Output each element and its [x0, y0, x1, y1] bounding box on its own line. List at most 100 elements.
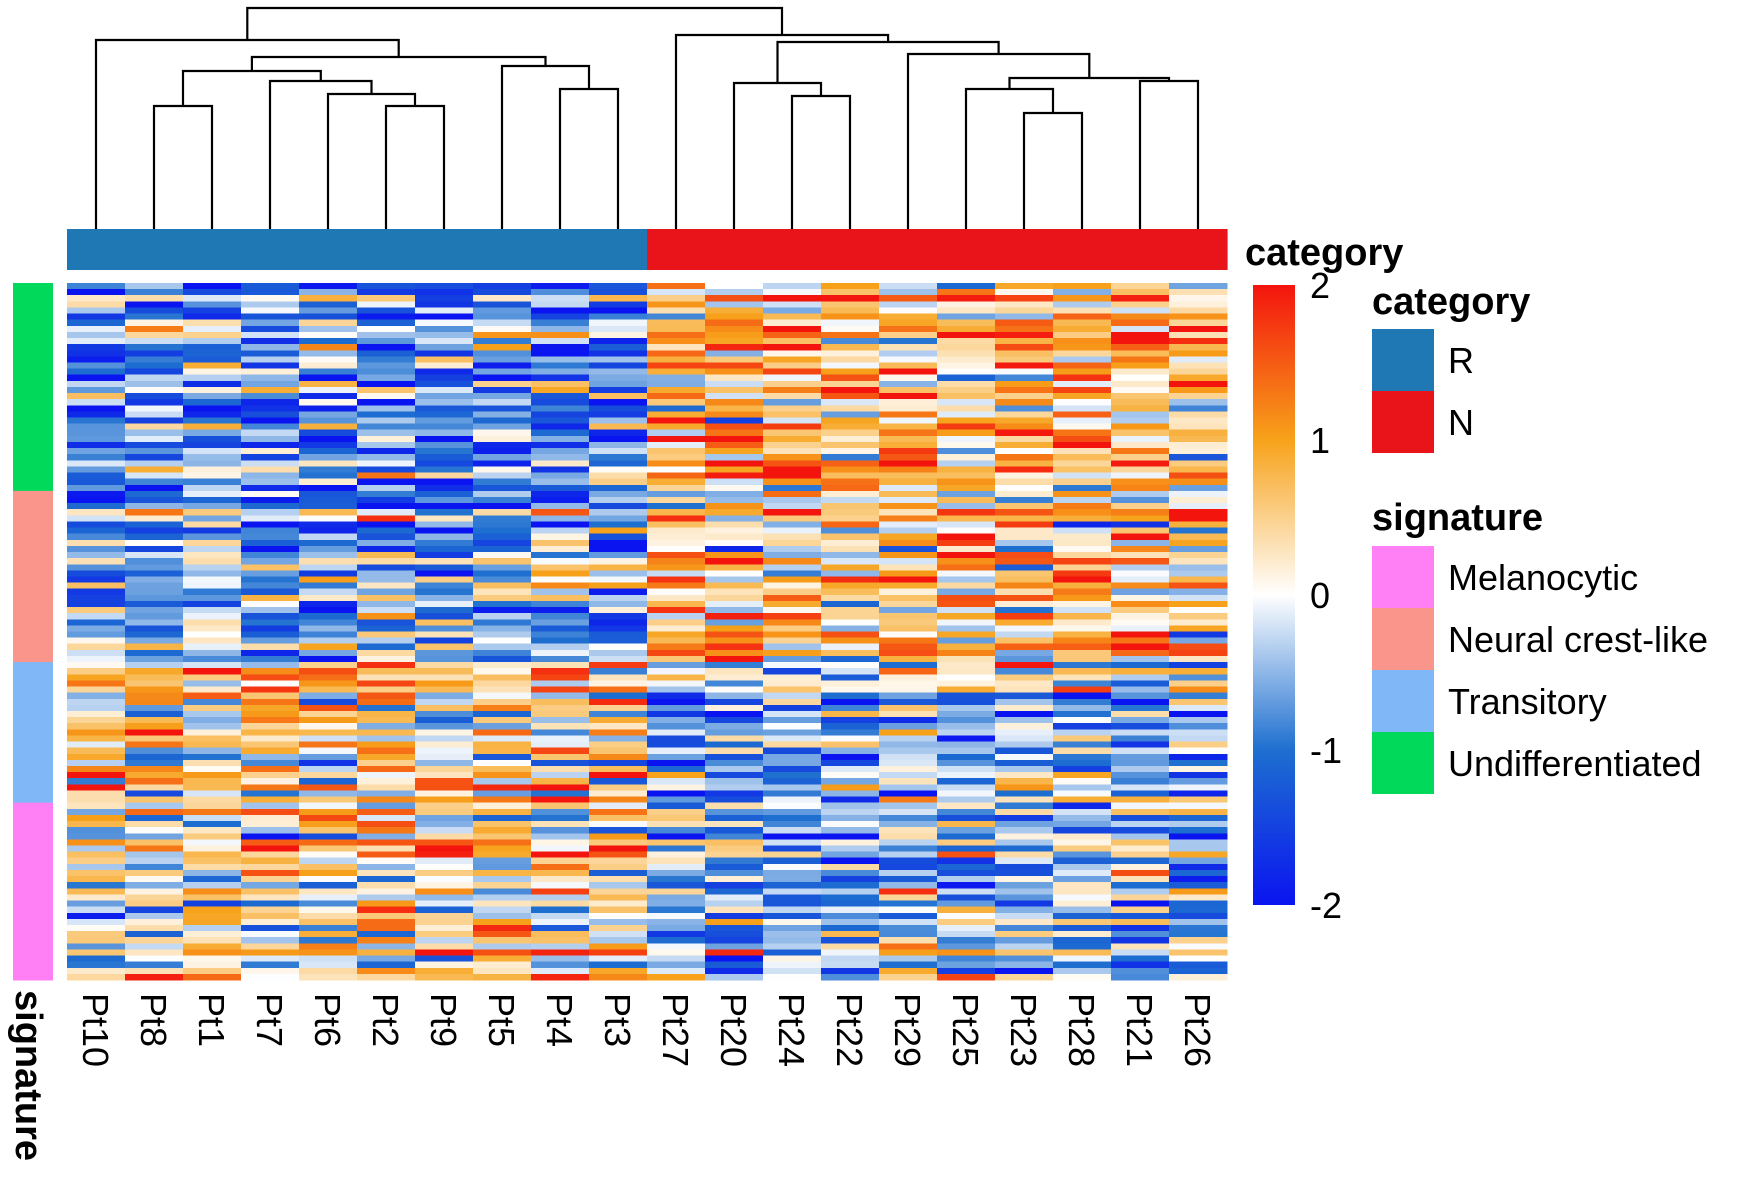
heatmap-cell	[125, 827, 184, 834]
heatmap-cell	[473, 374, 532, 382]
heatmap-cell	[531, 552, 590, 559]
heatmap-cell	[67, 631, 126, 639]
heatmap-cell	[821, 582, 880, 590]
heatmap-cell	[589, 961, 648, 969]
heatmap-cell	[879, 460, 938, 468]
heatmap-cell	[299, 649, 358, 657]
heatmap-cell	[589, 943, 648, 951]
heatmap-cell	[1111, 454, 1170, 461]
heatmap-cell	[1053, 766, 1112, 773]
heatmap-cell	[995, 545, 1054, 553]
heatmap-cell	[1169, 888, 1228, 895]
heatmap-cell	[763, 967, 822, 975]
heatmap-cell	[937, 710, 996, 718]
heatmap-cell	[415, 356, 474, 364]
heatmap-cell	[299, 759, 358, 767]
heatmap-cell	[531, 821, 590, 828]
heatmap-cell	[473, 778, 532, 785]
heatmap-cell	[183, 949, 242, 957]
heatmap-cell	[531, 649, 590, 657]
heatmap-cell	[183, 496, 242, 504]
heatmap-cell	[821, 448, 880, 455]
heatmap-cell	[183, 466, 242, 474]
heatmap-cell	[589, 613, 648, 620]
heatmap-cell	[415, 466, 474, 474]
heatmap-cell	[937, 912, 996, 920]
heatmap-cell	[995, 662, 1054, 669]
heatmap-cell	[589, 674, 648, 682]
heatmap-cell	[473, 790, 532, 798]
heatmap-cell	[705, 435, 764, 443]
heatmap-cell	[1111, 790, 1170, 798]
heatmap-cell	[879, 686, 938, 694]
heatmap-cell	[1111, 857, 1170, 865]
heatmap-cell	[879, 668, 938, 675]
heatmap-cell	[647, 704, 706, 712]
heatmap-cell	[415, 423, 474, 431]
heatmap-cell	[1169, 961, 1228, 969]
heatmap-cell	[125, 472, 184, 480]
heatmap-cell	[821, 307, 880, 315]
heatmap-cell	[531, 808, 590, 816]
heatmap-cell	[183, 967, 242, 975]
heatmap-cell	[937, 570, 996, 578]
heatmap-cell	[937, 448, 996, 455]
heatmap-cell	[241, 967, 300, 975]
colorbar-tick-label: -2	[1310, 885, 1342, 926]
heatmap-cell	[357, 857, 416, 865]
heatmap-cell	[705, 869, 764, 877]
heatmap-cell	[241, 894, 300, 902]
heatmap-cell	[357, 295, 416, 302]
heatmap-cell	[299, 906, 358, 914]
heatmap-cell	[763, 503, 822, 510]
heatmap-cell	[241, 741, 300, 749]
heatmap-cell	[705, 423, 764, 431]
heatmap-cell	[995, 973, 1054, 981]
heatmap-cell	[821, 289, 880, 296]
heatmap-cell	[1053, 576, 1112, 584]
heatmap-cell	[299, 698, 358, 706]
heatmap-cell	[241, 717, 300, 724]
heatmap-cell	[1053, 539, 1112, 547]
heatmap-cell	[589, 772, 648, 779]
heatmap-cell	[241, 833, 300, 840]
heatmap-cell	[937, 686, 996, 694]
heatmap-cell	[763, 509, 822, 516]
heatmap-cell	[473, 625, 532, 633]
heatmap-cell	[183, 686, 242, 694]
heatmap-cell	[705, 723, 764, 730]
heatmap-cell	[647, 876, 706, 883]
heatmap-cell	[995, 417, 1054, 425]
heatmap-cell	[241, 931, 300, 938]
heatmap-cell	[125, 857, 184, 865]
heatmap-cell	[995, 331, 1054, 339]
heatmap-cell	[531, 295, 590, 302]
heatmap-cell	[995, 283, 1054, 290]
heatmap-cell	[1169, 643, 1228, 651]
category-annotation-bar	[67, 229, 1228, 270]
heatmap-cell	[299, 662, 358, 669]
signature-bar-segment	[13, 490, 53, 663]
heatmap-cell	[589, 356, 648, 364]
heatmap-cell	[183, 863, 242, 871]
heatmap-cell	[125, 380, 184, 388]
heatmap-cell	[821, 399, 880, 406]
heatmap-cell	[705, 931, 764, 938]
heatmap-cell	[821, 814, 880, 822]
heatmap-cell	[1111, 686, 1170, 694]
heatmap-cell	[473, 350, 532, 357]
heatmap-cell	[299, 283, 358, 290]
heatmap-cell	[183, 613, 242, 620]
heatmap-cell	[183, 448, 242, 455]
heatmap-cell	[763, 869, 822, 877]
heatmap-cell	[241, 680, 300, 688]
heatmap-cell	[705, 539, 764, 547]
heatmap-cell	[1111, 674, 1170, 682]
heatmap-cell	[879, 912, 938, 920]
heatmap-cell	[995, 613, 1054, 620]
heatmap-cell	[531, 735, 590, 743]
heatmap-cell	[125, 405, 184, 412]
heatmap-cell	[705, 368, 764, 376]
heatmap-cell	[879, 741, 938, 749]
heatmap-cell	[67, 338, 126, 345]
